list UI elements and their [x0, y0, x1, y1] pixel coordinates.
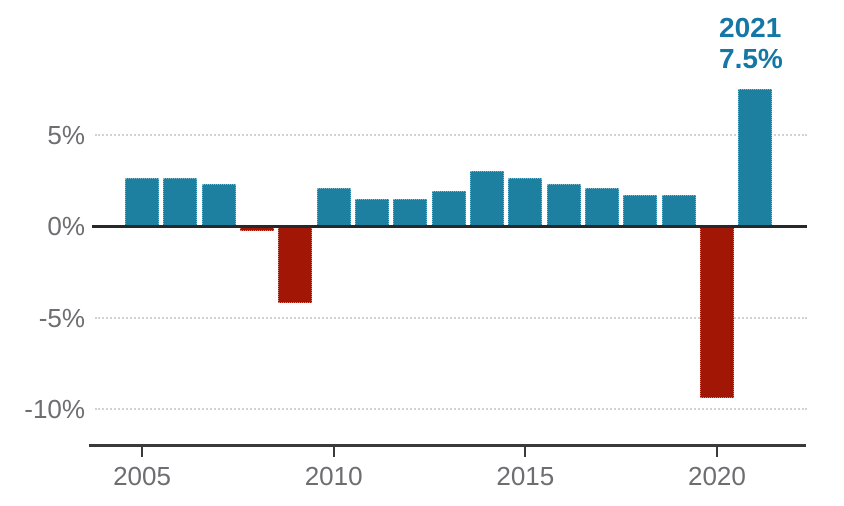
x-axis-label-2020: 2020	[688, 461, 746, 491]
bar-2015	[508, 178, 543, 226]
bar-2017	[584, 187, 619, 226]
bar-2019	[661, 194, 696, 226]
zero-axis-line	[92, 224, 807, 228]
gridline-5	[95, 133, 807, 136]
bar-2013	[431, 191, 466, 226]
gridline--10	[95, 408, 807, 410]
bar-2018	[623, 194, 658, 226]
x-axis-label-2005: 2005	[113, 461, 171, 491]
bar-2009	[278, 226, 313, 303]
annotation-year-label: 2021	[719, 12, 782, 43]
bar-2021	[738, 88, 773, 226]
y-axis-label--5: -5%	[38, 302, 85, 333]
y-axis-label-0: 0%	[47, 211, 85, 241]
bar-2007	[201, 183, 236, 226]
x-tick-2010	[332, 447, 335, 457]
y-axis-label-5: 5%	[47, 119, 85, 150]
x-axis-label-2015: 2015	[496, 461, 555, 491]
x-axis-label-2010: 2010	[304, 461, 363, 491]
y-axis-label--10: -10%	[24, 394, 85, 424]
bar-2011	[354, 198, 389, 226]
x-axis-line	[89, 444, 806, 447]
x-tick-2020	[715, 447, 718, 457]
bar-2016	[546, 183, 581, 226]
bar-2014	[469, 171, 504, 226]
bar-2010	[316, 187, 351, 226]
annotation-2021: 2021 7.5%	[719, 12, 783, 74]
bar-2012	[393, 198, 428, 226]
bar-2020	[699, 226, 734, 399]
gridline--5	[95, 316, 807, 319]
x-tick-2005	[141, 447, 143, 457]
annotation-value-label: 7.5%	[719, 43, 783, 74]
bar-2006	[163, 178, 198, 226]
x-tick-2015	[524, 447, 527, 457]
bar-2005	[125, 178, 159, 226]
